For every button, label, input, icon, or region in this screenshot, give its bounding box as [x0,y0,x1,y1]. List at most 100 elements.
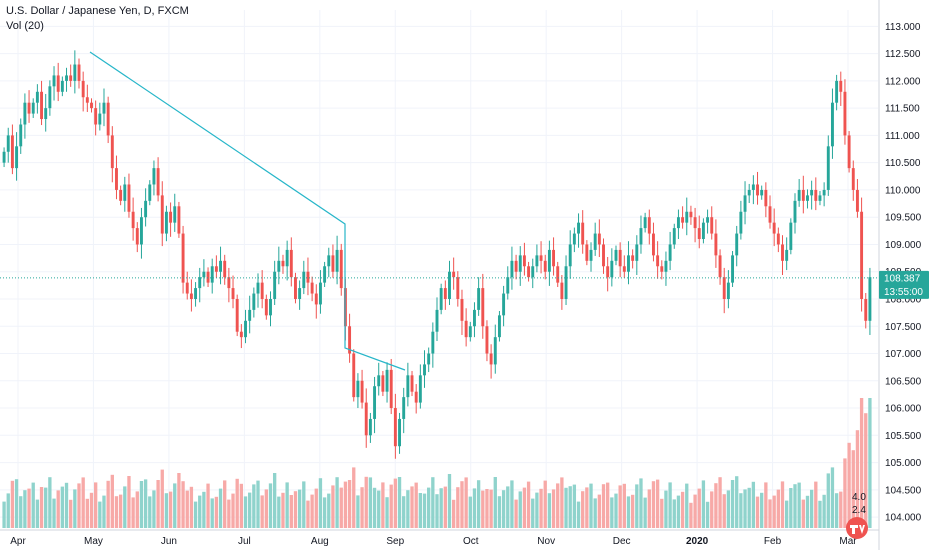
volume-bar [44,487,48,528]
volume-bar [826,473,830,528]
candle-body [531,266,535,278]
volume-bar [48,477,52,528]
volume-bar [818,500,822,528]
volume-bar [447,474,452,528]
candle-body [10,135,14,169]
candle-body [539,255,543,261]
candle-body [864,298,868,321]
volume-bar [2,501,6,528]
candle-body [460,298,464,321]
candle-body [847,135,851,169]
candle-body [289,249,293,278]
price-tick-label: 112.000 [885,76,921,87]
candle-body [302,271,306,289]
volume-bar [35,499,40,528]
candle-body [281,260,285,267]
volume-bar [227,499,231,528]
volume-bar [751,481,756,528]
volume-bar [135,491,139,528]
candle-body [485,326,489,354]
volume-bar [485,489,489,528]
volume-bar [397,477,402,528]
candle-body [860,211,864,299]
volume-bar [127,476,131,528]
volume-bar [439,488,443,528]
volume-bar [531,498,535,528]
candle-body [564,266,568,299]
volume-bar [443,486,447,528]
volume-bar [606,482,610,528]
volume-bar [339,487,343,528]
candle-body [473,309,476,327]
volume-bar [310,494,314,528]
volume-bar [647,489,651,528]
candle-body [406,375,410,398]
candle-body [610,260,614,278]
volume-bar [809,489,814,528]
price-tick-label: 105.000 [885,458,922,469]
candle-body [593,233,597,250]
volume-bar [285,482,289,528]
volume-bar [481,490,485,528]
volume-bar [651,481,656,528]
volume-bar [581,491,585,528]
candle-body [722,277,726,299]
candle-body [285,249,289,267]
price-tick-label: 107.000 [885,349,922,360]
volume-bar [655,479,660,528]
candle-body [814,189,818,201]
price-tick-label: 112.500 [885,49,921,60]
candle-body [747,189,751,196]
volume-bar [372,487,377,528]
price-tick-label: 109.500 [885,213,922,224]
volume-bar [173,483,177,528]
candlestick-series [2,50,872,459]
candle-body [643,217,647,229]
candle-body [44,108,48,120]
candle-body [647,217,651,234]
volume-bar [193,501,198,528]
candle-body [327,255,331,267]
candle-body [681,217,685,223]
candle-body [310,282,314,294]
symbol-title[interactable]: U.S. Dollar / Japanese Yen, D, FXCM [6,5,189,17]
volume-bar [772,495,776,528]
volume-bar [789,488,793,528]
price-tick-label: 110.500 [885,158,921,169]
volume-bar [705,501,710,528]
volume-bar [747,487,751,528]
candle-body [639,228,643,245]
candle-body [48,86,52,109]
volume-bar [31,482,35,528]
volume-bar [697,488,701,528]
candle-body [739,211,743,234]
candle-body [656,255,660,267]
candle-body [689,211,693,218]
candle-body [373,386,377,419]
candle-body [318,282,322,305]
volume-indicator-label[interactable]: Vol (20) [6,20,44,32]
volume-bar [218,488,223,528]
time-tick-label: Feb [764,536,782,547]
volume-bar [14,479,19,528]
volume-bar [635,484,639,528]
volume-bar [539,488,543,528]
volume-bar [493,477,497,528]
volume-bar [793,484,797,528]
candle-body [726,282,730,299]
candle-body [627,255,630,272]
candle-body [776,233,780,245]
time-axis[interactable]: Apr May Jun Jul Aug Sep Oct Nov Dec 2020 Feb Mar [0,529,879,547]
candle-body [756,184,759,196]
volume-tag: 4.0 [852,492,866,503]
price-tick-label: 110.000 [885,185,921,196]
candle-body [535,255,539,267]
volume-bar [543,480,547,528]
candle-body [410,375,414,392]
candle-body [502,293,506,316]
volume-bar [389,484,393,528]
volume-bar [318,478,323,528]
candle-body [760,189,764,196]
volume-bar [139,481,144,528]
